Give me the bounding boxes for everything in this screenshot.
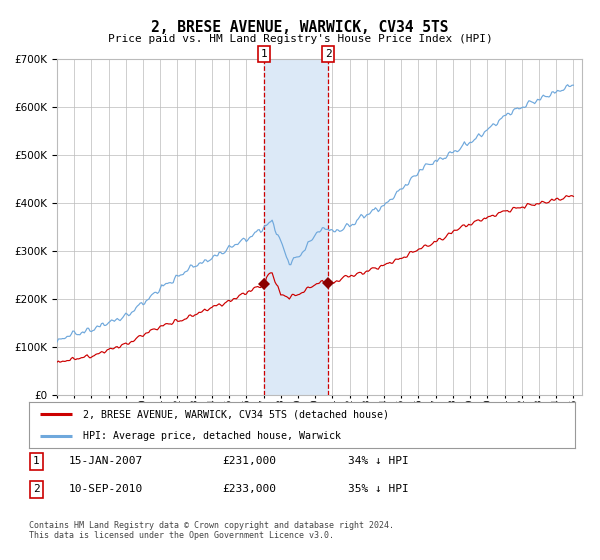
Text: £231,000: £231,000 (222, 456, 276, 466)
Text: 1: 1 (33, 456, 40, 466)
Text: 2, BRESE AVENUE, WARWICK, CV34 5TS (detached house): 2, BRESE AVENUE, WARWICK, CV34 5TS (deta… (83, 409, 389, 419)
Text: 2: 2 (33, 484, 40, 494)
Text: 1: 1 (261, 49, 268, 59)
Text: £233,000: £233,000 (222, 484, 276, 494)
Text: 10-SEP-2010: 10-SEP-2010 (69, 484, 143, 494)
Text: Contains HM Land Registry data © Crown copyright and database right 2024.
This d: Contains HM Land Registry data © Crown c… (29, 521, 394, 540)
Text: 2, BRESE AVENUE, WARWICK, CV34 5TS: 2, BRESE AVENUE, WARWICK, CV34 5TS (151, 20, 449, 35)
Text: HPI: Average price, detached house, Warwick: HPI: Average price, detached house, Warw… (83, 431, 341, 441)
Bar (264, 59, 328, 395)
Text: Price paid vs. HM Land Registry's House Price Index (HPI): Price paid vs. HM Land Registry's House … (107, 34, 493, 44)
Text: 2: 2 (325, 49, 331, 59)
Text: 34% ↓ HPI: 34% ↓ HPI (348, 456, 409, 466)
Text: 35% ↓ HPI: 35% ↓ HPI (348, 484, 409, 494)
Text: 15-JAN-2007: 15-JAN-2007 (69, 456, 143, 466)
